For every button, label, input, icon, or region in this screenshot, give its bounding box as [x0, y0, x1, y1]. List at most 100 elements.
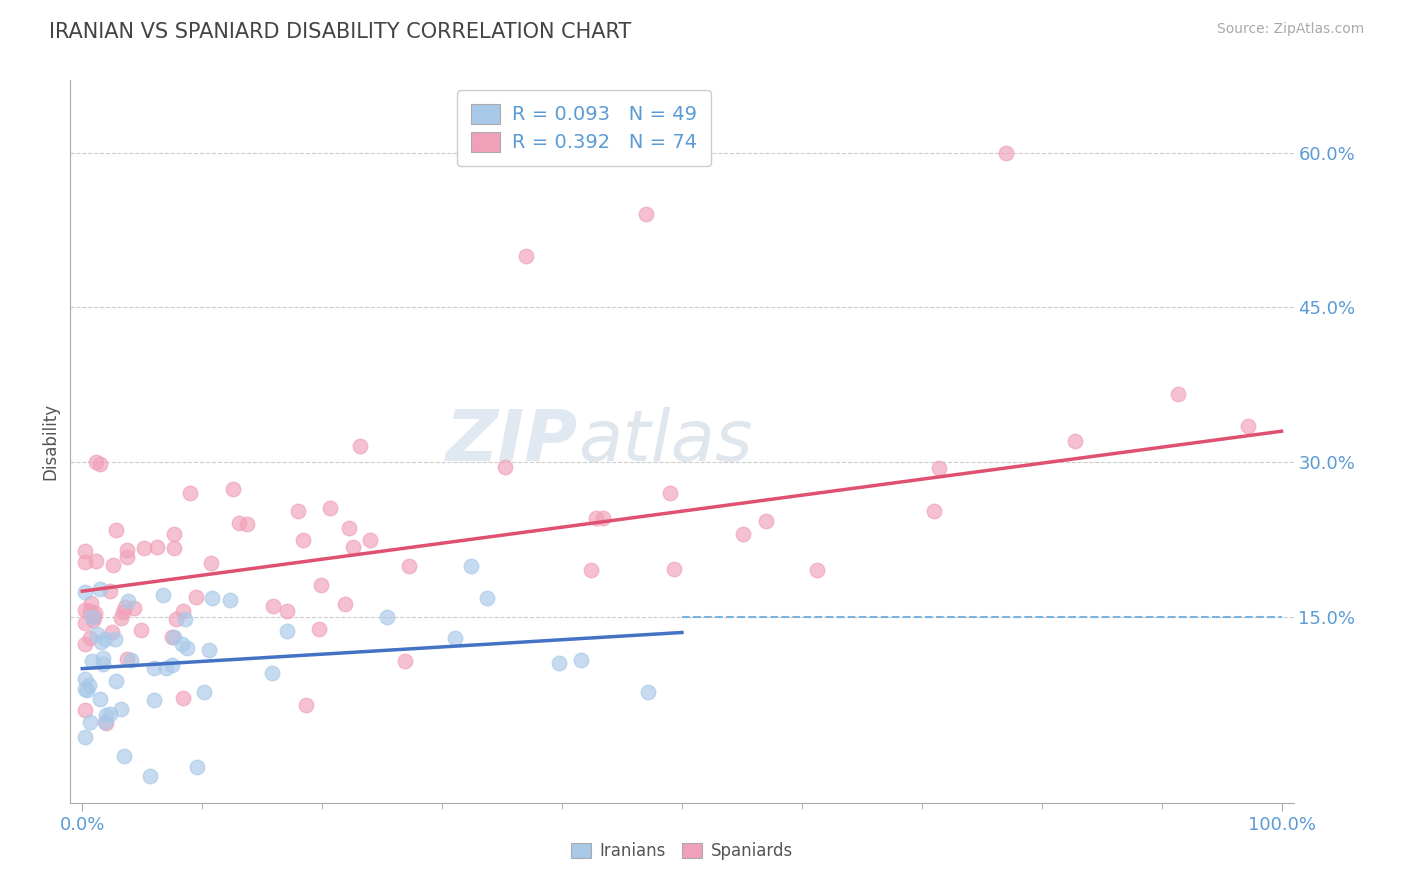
Point — [349, 439, 371, 453]
Point — [165, 612, 187, 626]
Point — [634, 207, 657, 221]
Point — [86, 627, 108, 641]
Point — [172, 603, 194, 617]
Point — [333, 597, 356, 611]
Point — [83, 609, 105, 624]
Point — [179, 486, 201, 500]
Point — [73, 672, 96, 686]
Point — [219, 593, 242, 607]
Point — [112, 605, 135, 619]
Point — [1237, 419, 1260, 434]
Point — [637, 685, 659, 699]
Point — [319, 500, 342, 515]
Point — [84, 554, 107, 568]
Point — [115, 543, 138, 558]
Point — [80, 654, 103, 668]
Point — [143, 661, 166, 675]
Point — [73, 603, 96, 617]
Point — [143, 692, 166, 706]
Point — [228, 516, 250, 530]
Point — [398, 558, 420, 573]
Point — [193, 685, 215, 699]
Text: ZIP: ZIP — [446, 407, 578, 476]
Point — [160, 658, 183, 673]
Point — [733, 526, 755, 541]
Point — [139, 769, 162, 783]
Point — [114, 599, 136, 614]
Point — [84, 455, 107, 469]
Point — [585, 510, 607, 524]
Point — [146, 541, 169, 555]
Point — [73, 730, 96, 744]
Point — [79, 631, 101, 645]
Point — [174, 612, 197, 626]
Point — [105, 523, 128, 537]
Text: Source: ZipAtlas.com: Source: ZipAtlas.com — [1216, 22, 1364, 37]
Point — [101, 624, 124, 639]
Point — [101, 558, 124, 572]
Point — [515, 249, 537, 263]
Point — [84, 606, 107, 620]
Point — [342, 540, 364, 554]
Y-axis label: Disability: Disability — [41, 403, 59, 480]
Point — [94, 632, 117, 646]
Point — [659, 486, 682, 500]
Point — [98, 706, 121, 721]
Point — [184, 590, 207, 604]
Point — [337, 521, 360, 535]
Text: atlas: atlas — [578, 407, 752, 476]
Point — [76, 682, 98, 697]
Point — [115, 651, 138, 665]
Point — [73, 544, 96, 558]
Point — [262, 665, 284, 680]
Point — [73, 585, 96, 599]
Point — [494, 460, 516, 475]
Point — [662, 562, 685, 576]
Point — [262, 599, 284, 613]
Point — [1167, 387, 1189, 401]
Point — [186, 760, 208, 774]
Point — [120, 653, 142, 667]
Point — [105, 673, 128, 688]
Point — [477, 591, 499, 606]
Point — [155, 661, 177, 675]
Point — [294, 698, 316, 712]
Point — [291, 533, 314, 548]
Point — [110, 702, 132, 716]
Point — [460, 559, 482, 574]
Point — [163, 527, 186, 541]
Point — [73, 703, 96, 717]
Point — [89, 582, 111, 596]
Point — [287, 504, 309, 518]
Point — [91, 651, 114, 665]
Point — [79, 714, 101, 729]
Point — [276, 604, 298, 618]
Point — [928, 461, 950, 475]
Point — [176, 640, 198, 655]
Point — [91, 657, 114, 672]
Point — [73, 682, 96, 697]
Point — [922, 504, 945, 518]
Point — [94, 707, 117, 722]
Point — [198, 643, 221, 657]
Point — [311, 578, 333, 592]
Point — [104, 632, 127, 646]
Point — [112, 748, 135, 763]
Point — [73, 555, 96, 569]
Point — [276, 624, 298, 639]
Point — [201, 591, 224, 605]
Point — [93, 714, 115, 729]
Point — [100, 584, 122, 599]
Point — [235, 517, 257, 532]
Point — [160, 630, 183, 644]
Point — [359, 533, 381, 547]
Point — [172, 637, 194, 651]
Point — [547, 656, 569, 670]
Point — [1063, 434, 1085, 448]
Point — [73, 637, 96, 651]
Point — [79, 677, 101, 691]
Point — [444, 631, 467, 645]
Point — [152, 588, 174, 602]
Point — [163, 630, 186, 644]
Point — [375, 610, 398, 624]
